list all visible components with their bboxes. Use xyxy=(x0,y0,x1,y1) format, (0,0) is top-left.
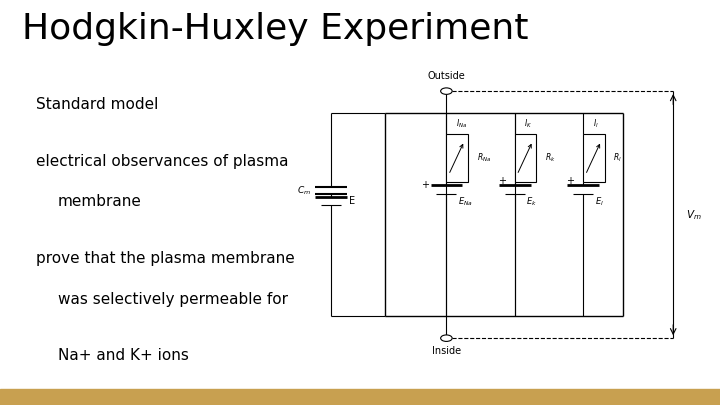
Text: $E_{Na}$: $E_{Na}$ xyxy=(458,196,473,208)
Text: +: + xyxy=(566,176,575,185)
Text: $R_k$: $R_k$ xyxy=(545,152,556,164)
Circle shape xyxy=(441,88,452,94)
Text: +: + xyxy=(420,181,429,190)
Text: Outside: Outside xyxy=(428,71,465,81)
Text: $I_K$: $I_K$ xyxy=(524,117,532,130)
Text: was selectively permeable for: was selectively permeable for xyxy=(58,292,287,307)
Text: I: I xyxy=(445,95,448,105)
Bar xyxy=(515,134,536,182)
Text: Hodgkin-Huxley Experiment: Hodgkin-Huxley Experiment xyxy=(22,12,528,46)
Text: $E_l$: $E_l$ xyxy=(595,196,603,208)
Bar xyxy=(583,134,605,182)
Text: +: + xyxy=(498,176,506,185)
Text: prove that the plasma membrane: prove that the plasma membrane xyxy=(36,251,294,266)
Bar xyxy=(446,134,468,182)
Text: $I_l$: $I_l$ xyxy=(593,117,598,130)
Text: electrical observances of plasma: electrical observances of plasma xyxy=(36,154,289,169)
Text: Standard model: Standard model xyxy=(36,97,158,112)
Text: membrane: membrane xyxy=(58,194,141,209)
Text: Inside: Inside xyxy=(432,346,461,356)
Text: E: E xyxy=(349,196,356,206)
Text: $R_l$: $R_l$ xyxy=(613,152,622,164)
Text: $E_k$: $E_k$ xyxy=(526,196,537,208)
Circle shape xyxy=(441,335,452,341)
Text: $I_{Na}$: $I_{Na}$ xyxy=(456,117,467,130)
Text: $R_{Na}$: $R_{Na}$ xyxy=(477,152,491,164)
Text: Na+ and K+ ions: Na+ and K+ ions xyxy=(58,348,189,363)
Text: $V_m$: $V_m$ xyxy=(686,208,702,222)
Text: $C_m$: $C_m$ xyxy=(297,185,311,197)
